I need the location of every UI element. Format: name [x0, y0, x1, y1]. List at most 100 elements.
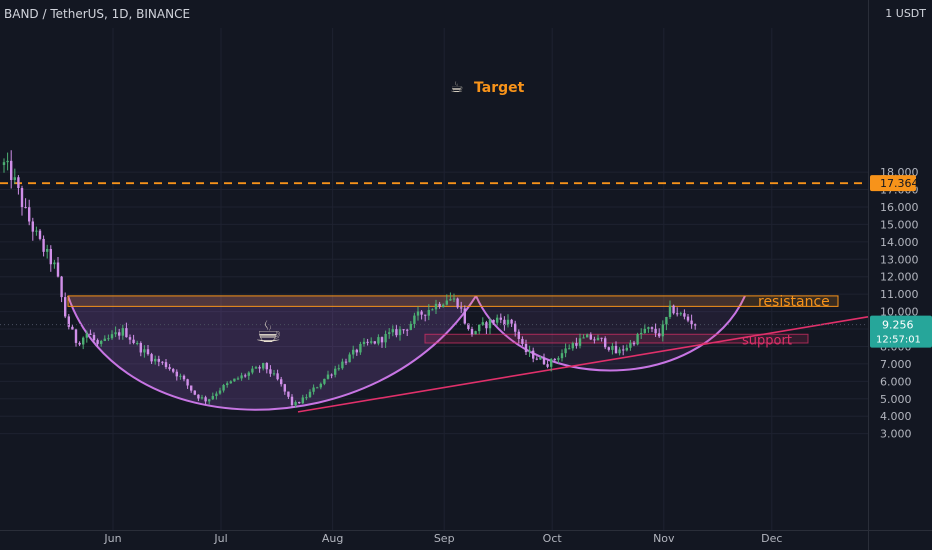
candle-body: [409, 323, 412, 330]
candle-body: [647, 327, 650, 329]
candle-body: [100, 340, 103, 344]
candle-body: [244, 375, 247, 377]
candle-body: [204, 397, 207, 402]
candle-body: [319, 383, 322, 388]
candle-body: [474, 331, 477, 335]
price-tick-label: 11.000: [880, 288, 919, 301]
candle-body: [532, 350, 535, 359]
candle-body: [607, 347, 610, 350]
candle-body: [20, 188, 24, 208]
cup-curve: [67, 295, 477, 411]
resistance-zone[interactable]: [67, 295, 839, 307]
candle-body: [362, 341, 366, 344]
candle-body: [431, 309, 434, 311]
candle-body: [42, 238, 45, 252]
candle-body: [175, 371, 178, 377]
last-price-text: 9.256: [882, 319, 914, 332]
candle-body: [589, 334, 592, 340]
candle-body: [377, 337, 380, 344]
candle-body: [240, 375, 243, 379]
candle-body: [85, 333, 88, 338]
candle-body: [17, 177, 20, 189]
time-tick-label: Sep: [434, 532, 455, 545]
candle-body: [542, 357, 546, 365]
candle-body: [312, 387, 315, 392]
candle-body: [78, 342, 81, 345]
candle-body: [125, 328, 128, 338]
candle-body: [276, 373, 279, 380]
candle-body: [629, 342, 632, 348]
price-tick-label: 13.000: [880, 253, 919, 266]
candle-body: [38, 230, 42, 239]
candle-body: [683, 313, 686, 317]
candle-body: [24, 207, 27, 209]
candle-body: [330, 374, 333, 376]
candle-body: [233, 378, 236, 382]
candle-body: [398, 329, 402, 336]
candle-body: [326, 374, 330, 379]
candle-body: [200, 397, 204, 399]
price-tick-label: 16.000: [880, 201, 919, 214]
candle-body: [49, 248, 52, 265]
price-tick-label: 14.000: [880, 236, 919, 249]
candle-body: [370, 341, 373, 343]
candle-body: [218, 390, 222, 394]
candle-body: [71, 326, 74, 330]
candle-body: [6, 160, 9, 163]
candle-body: [676, 313, 679, 315]
candle-body: [269, 369, 272, 374]
candle-body: [668, 305, 672, 317]
candle-body: [406, 329, 409, 331]
currency-label[interactable]: 1 USDT: [885, 7, 926, 20]
price-tick-label: 6.000: [880, 375, 912, 388]
candle-body: [654, 328, 657, 334]
candle-body: [305, 397, 308, 399]
candle-body: [499, 317, 502, 320]
candle-body: [287, 391, 290, 397]
candle-body: [110, 334, 114, 339]
candle-body: [510, 319, 513, 324]
candle-body: [485, 322, 488, 329]
candle-body: [114, 332, 117, 335]
candle-body: [467, 323, 470, 329]
candle-body: [481, 322, 484, 325]
time-tick-label: Jul: [213, 532, 227, 545]
last-price-badge: [870, 315, 932, 348]
candle-body: [434, 303, 438, 310]
candle-body: [229, 381, 232, 384]
cup-icon: ☕: [255, 315, 282, 350]
candle-body: [121, 328, 124, 336]
candle-body: [395, 329, 398, 336]
candle-body: [226, 383, 229, 385]
candle-body: [348, 354, 351, 363]
candle-body: [2, 162, 6, 165]
candle-body: [503, 319, 506, 326]
candle-body: [391, 329, 394, 333]
candle-body: [622, 349, 625, 351]
candle-body: [593, 339, 596, 341]
candle-body: [600, 337, 603, 339]
candle-body: [568, 348, 571, 350]
target-price-badge: [870, 175, 916, 192]
price-tick-label: 5.000: [880, 393, 912, 406]
candle-body: [380, 337, 384, 343]
candle-body: [560, 353, 564, 359]
support-label: support: [742, 334, 792, 349]
candle-body: [355, 349, 358, 353]
candle-body: [582, 337, 585, 339]
trendline[interactable]: [297, 316, 869, 413]
candle-body: [420, 311, 423, 315]
candle-body: [31, 221, 34, 232]
candle-body: [438, 303, 441, 307]
candle-body: [215, 393, 218, 397]
candle-body: [28, 207, 31, 222]
candle-body: [636, 334, 639, 345]
candle-body: [294, 402, 297, 406]
candle-body: [164, 362, 168, 368]
symbol-title[interactable]: BAND / TetherUS, 1D, BINANCE: [4, 7, 190, 21]
candle-body: [442, 304, 445, 307]
time-tick-label: Jun: [103, 532, 121, 545]
candle-body: [150, 354, 153, 362]
